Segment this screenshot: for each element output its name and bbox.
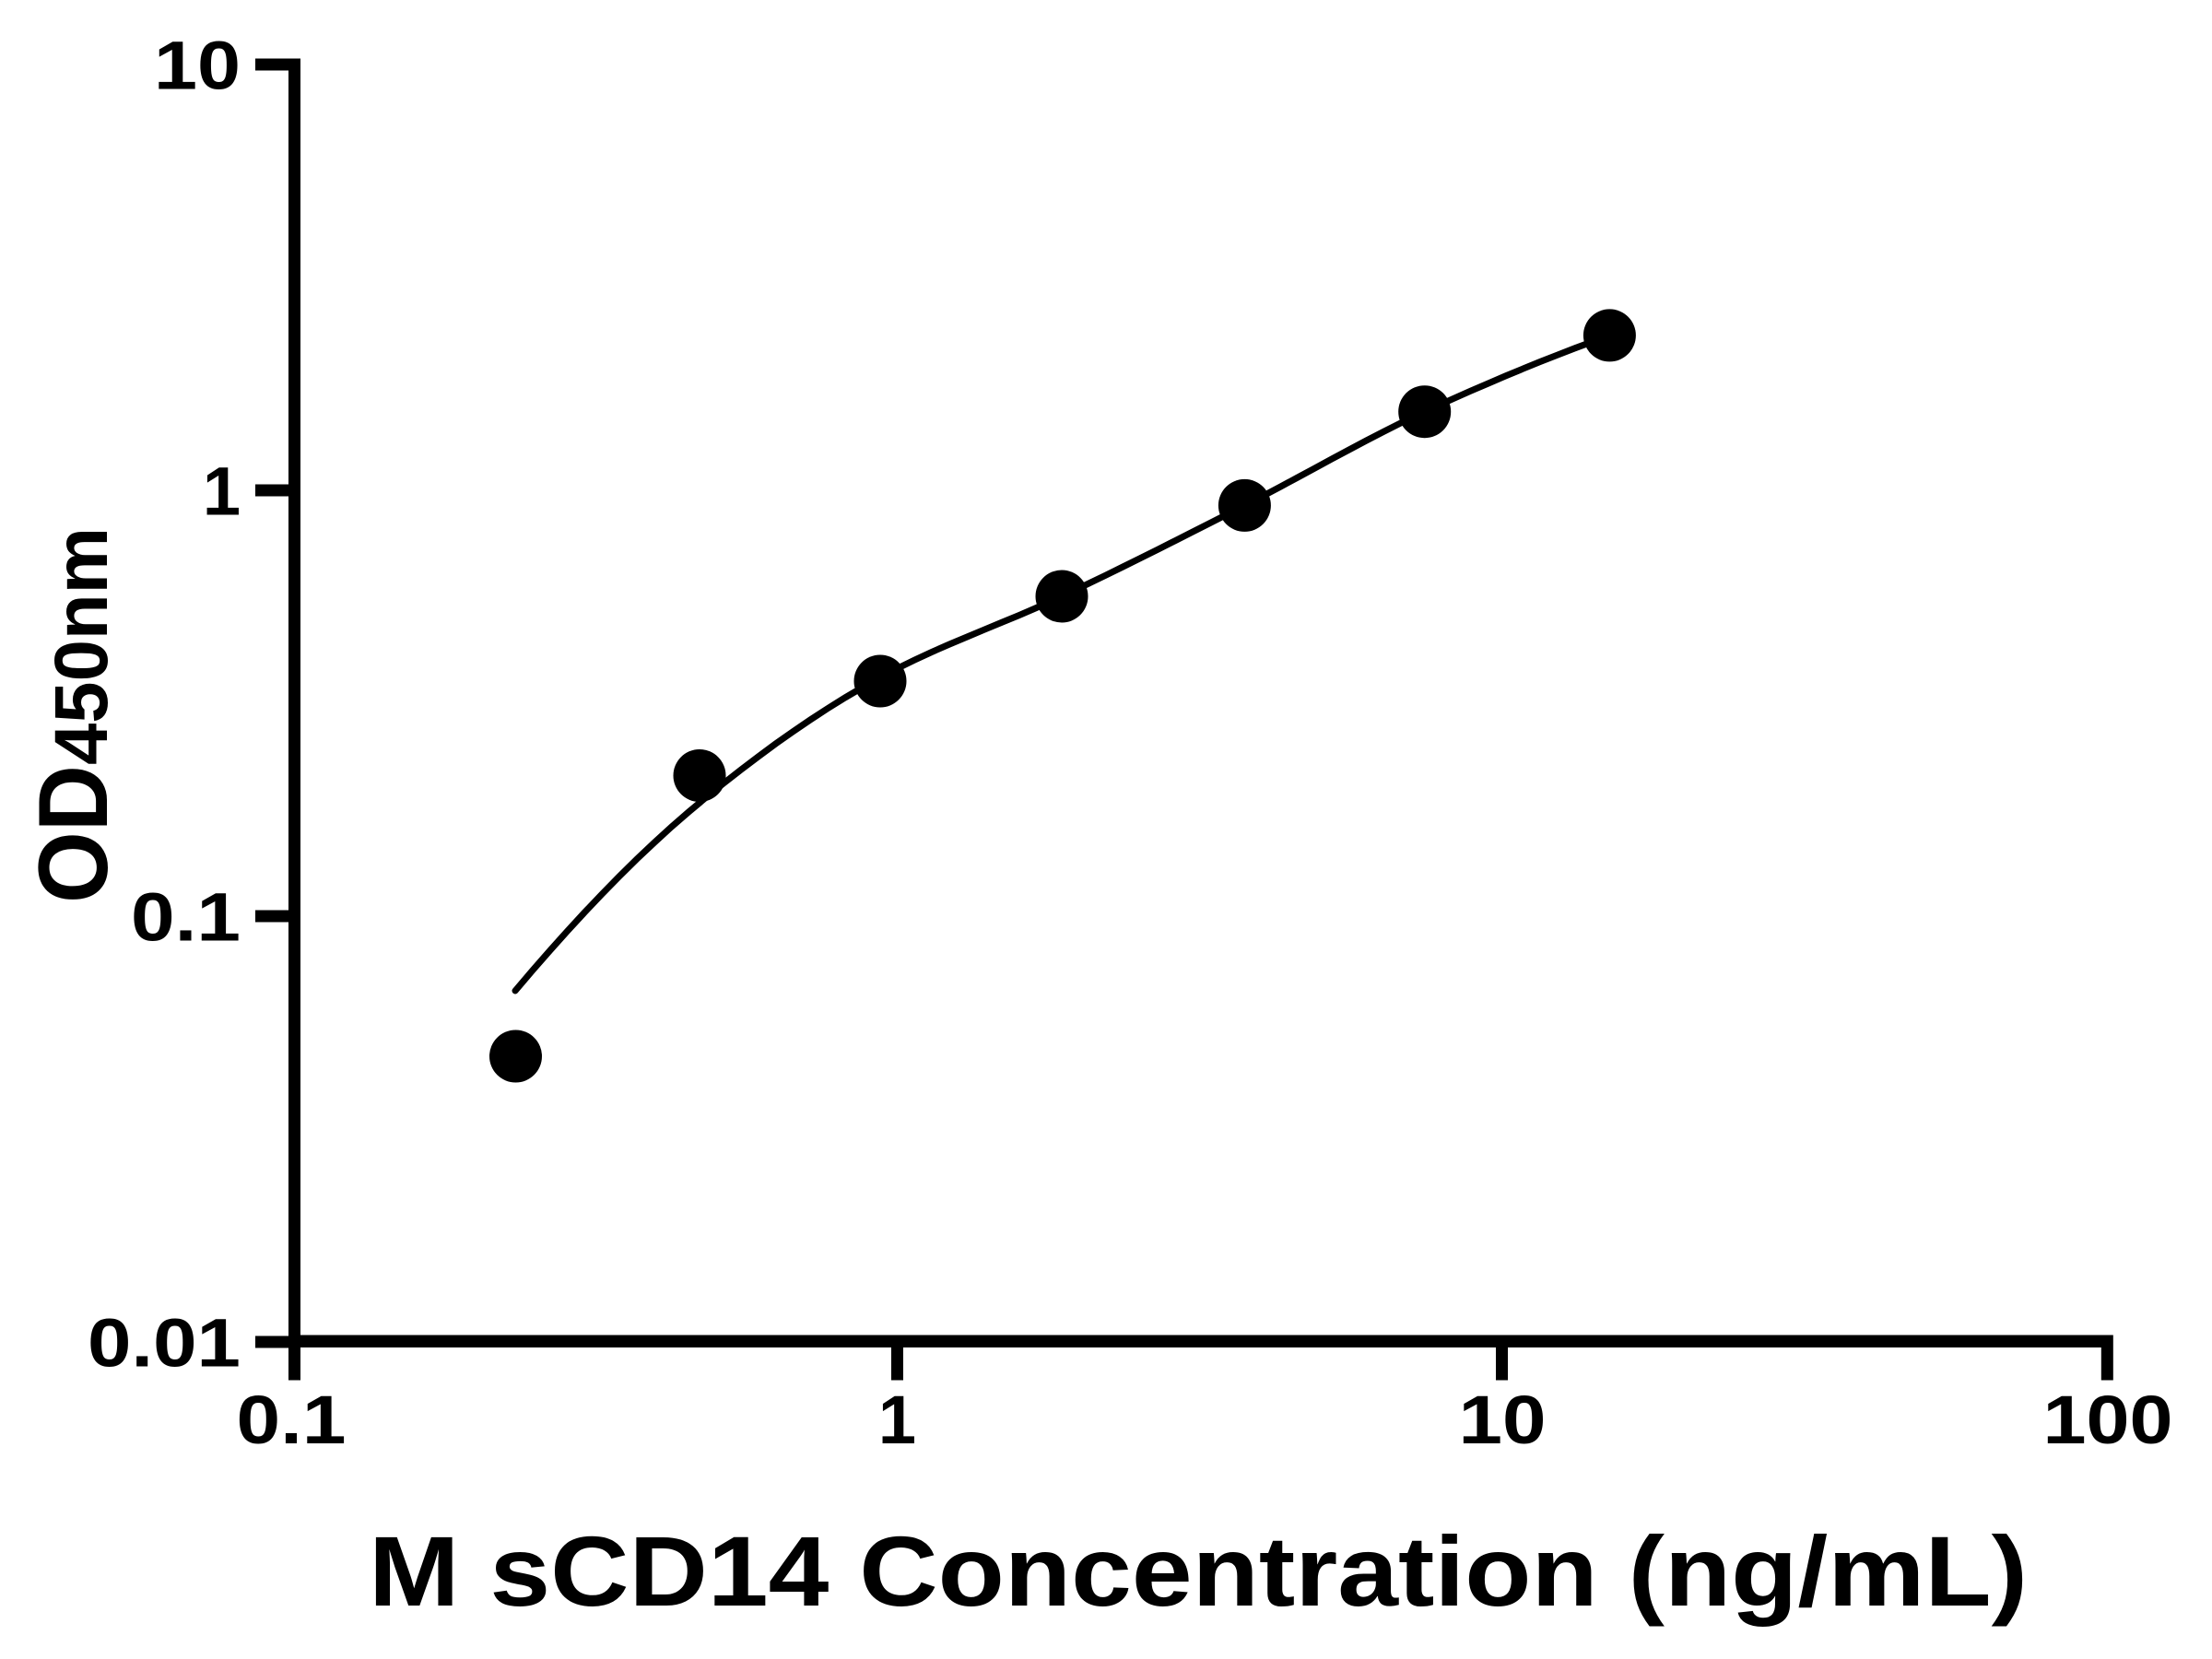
svg-text:0.01: 0.01: [88, 1305, 241, 1382]
svg-text:100: 100: [2043, 1382, 2173, 1458]
svg-text:0.1: 0.1: [131, 879, 241, 956]
svg-text:0.1: 0.1: [237, 1382, 347, 1458]
svg-text:1: 1: [878, 1382, 916, 1458]
svg-text:10: 10: [154, 28, 241, 104]
svg-text:10: 10: [1459, 1382, 1547, 1458]
svg-text:1: 1: [203, 453, 241, 530]
svg-text:OD450nm: OD450nm: [18, 527, 128, 903]
svg-text:M sCD14 Concentration (ng/mL): M sCD14 Concentration (ng/mL): [369, 1515, 2028, 1627]
